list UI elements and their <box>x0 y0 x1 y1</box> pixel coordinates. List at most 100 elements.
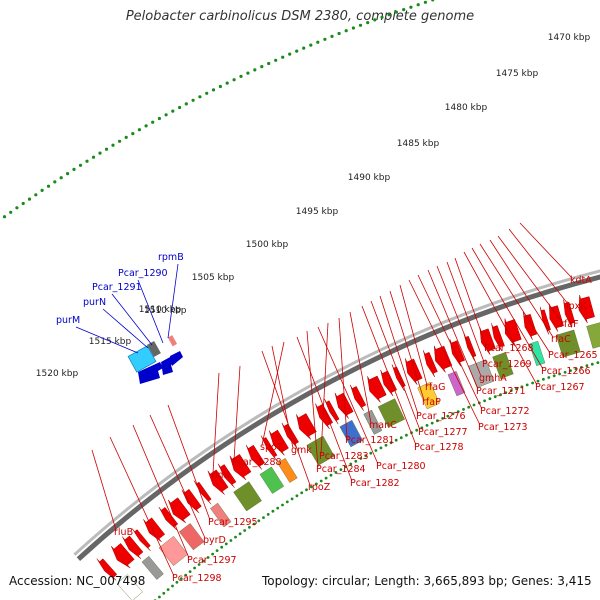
forward-leader-line <box>167 263 179 339</box>
ruler-tick-label: 1470 kbp <box>548 33 591 43</box>
ruler-dot <box>504 391 508 394</box>
reverse-leader-line <box>399 284 428 386</box>
reverse-gene-label: Pcar_1277 <box>418 427 468 438</box>
reverse-gene-label: Pcar_1269 <box>482 359 532 370</box>
ruler-tick-label: 1520 kbp <box>36 369 79 379</box>
ruler-dot <box>229 539 233 542</box>
ruler-dot <box>563 370 567 374</box>
reverse-gene-label: gmk <box>291 445 312 456</box>
reverse-leader-line <box>109 436 175 577</box>
forward-gene-arrow <box>245 444 266 470</box>
ruler-dot <box>574 367 578 371</box>
forward-gene-arrow <box>296 413 317 440</box>
gene-block <box>306 435 335 466</box>
ruler-dot <box>552 374 556 378</box>
ruler-dot <box>310 485 313 489</box>
ruler-dot <box>262 516 265 519</box>
ruler-dot <box>179 577 183 581</box>
forward-gene-arrow <box>539 306 551 335</box>
reverse-gene-label: Pcar_1278 <box>414 442 464 453</box>
reverse-leader-line <box>446 261 485 363</box>
reverse-gene-label: Pcar_1272 <box>480 406 530 417</box>
ruler-dot <box>211 552 215 556</box>
map-title: Pelobacter carbinolicus DSM 2380, comple… <box>125 9 475 24</box>
ruler-dot <box>425 424 429 427</box>
ruler-dot <box>118 139 122 143</box>
ruler-dot <box>238 532 242 536</box>
reverse-leader-line <box>212 372 220 474</box>
forward-gene-label: Pcar_1291 <box>92 282 142 293</box>
gene-block <box>529 340 546 367</box>
forward-gene-arrow <box>578 294 595 324</box>
forward-gene-arrow <box>168 497 191 524</box>
forward-gene-arrow <box>563 299 576 328</box>
gene-block <box>158 535 189 566</box>
gene-block <box>233 481 262 512</box>
ruler-dot <box>171 109 175 113</box>
ruler-dot <box>46 184 51 188</box>
ruler-dot <box>380 15 384 19</box>
forward-leader-line <box>137 279 164 344</box>
ruler-dot <box>314 482 318 486</box>
reverse-gene-label: Pcar_1268 <box>484 343 534 354</box>
ruler-dot <box>483 399 486 403</box>
ruler-dot <box>373 18 377 22</box>
reverse-leader-line <box>261 350 311 486</box>
reverse-gene-label: Pcar_1297 <box>187 555 237 566</box>
reverse-leader-line <box>454 257 487 347</box>
reverse-gene-label: Pcar_1298 <box>172 573 222 584</box>
ruler-dot <box>198 95 202 99</box>
reverse-gene-label: manC <box>369 420 397 431</box>
ruler-dot <box>405 433 408 437</box>
reverse-gene-label: lpxK <box>566 301 587 312</box>
ruler-dot <box>53 180 57 184</box>
ruler-dot <box>536 379 540 383</box>
reverse-gene-label: Pcar_1284 <box>316 464 366 475</box>
ruler-dot <box>206 556 210 559</box>
reverse-leader-line <box>149 414 206 539</box>
ruler-dot <box>257 519 261 523</box>
forward-gene-arrow <box>423 350 438 378</box>
ruler-dot <box>369 451 373 455</box>
ruler-dot <box>520 385 524 389</box>
reverse-leader-line <box>132 424 190 559</box>
ruler-dot <box>2 215 7 219</box>
ruler-dot <box>281 55 285 59</box>
forward-gene-arrow <box>217 463 237 488</box>
ruler-dot <box>246 71 250 75</box>
gene-block <box>363 409 383 435</box>
ruler-dot <box>288 52 292 56</box>
forward-gene-arrow <box>491 323 505 351</box>
ruler-dot <box>271 509 275 513</box>
ruler-dot <box>267 61 271 66</box>
ruler-dot <box>305 488 308 492</box>
ruler-dot <box>27 197 32 201</box>
gene-block <box>447 371 466 397</box>
ruler-dot <box>339 468 343 471</box>
ruler-dot <box>596 361 600 364</box>
ruler-dot <box>193 566 197 570</box>
forward-gene-arrow <box>131 528 151 552</box>
reverse-leader-line <box>427 269 479 390</box>
ruler-dot <box>111 143 115 147</box>
reverse-leader-line <box>370 300 421 431</box>
reverse-leader-line <box>408 279 481 426</box>
ruler-dot <box>488 397 492 401</box>
ruler-dot <box>266 513 270 516</box>
ruler-dot <box>253 68 257 72</box>
forward-gene-label: purN <box>83 297 106 308</box>
reverse-gene-label: Pcar_1267 <box>535 382 585 393</box>
ruler-dot <box>191 98 195 102</box>
ruler-dot <box>285 500 289 504</box>
reverse-leader-line <box>497 235 563 323</box>
reverse-leader-line <box>389 290 425 401</box>
ruler-dot <box>467 405 471 409</box>
forward-gene-arrow <box>260 435 278 461</box>
ruler-dot <box>274 58 278 62</box>
ruler-dot <box>21 201 25 206</box>
forward-gene-label: Pcar_1290 <box>118 268 168 279</box>
ruler-tick-label: 1495 kbp <box>296 207 339 217</box>
ruler-dot <box>15 206 19 210</box>
forward-leader-line <box>102 308 149 349</box>
reverse-gene-label: Pcar_1281 <box>345 435 395 446</box>
